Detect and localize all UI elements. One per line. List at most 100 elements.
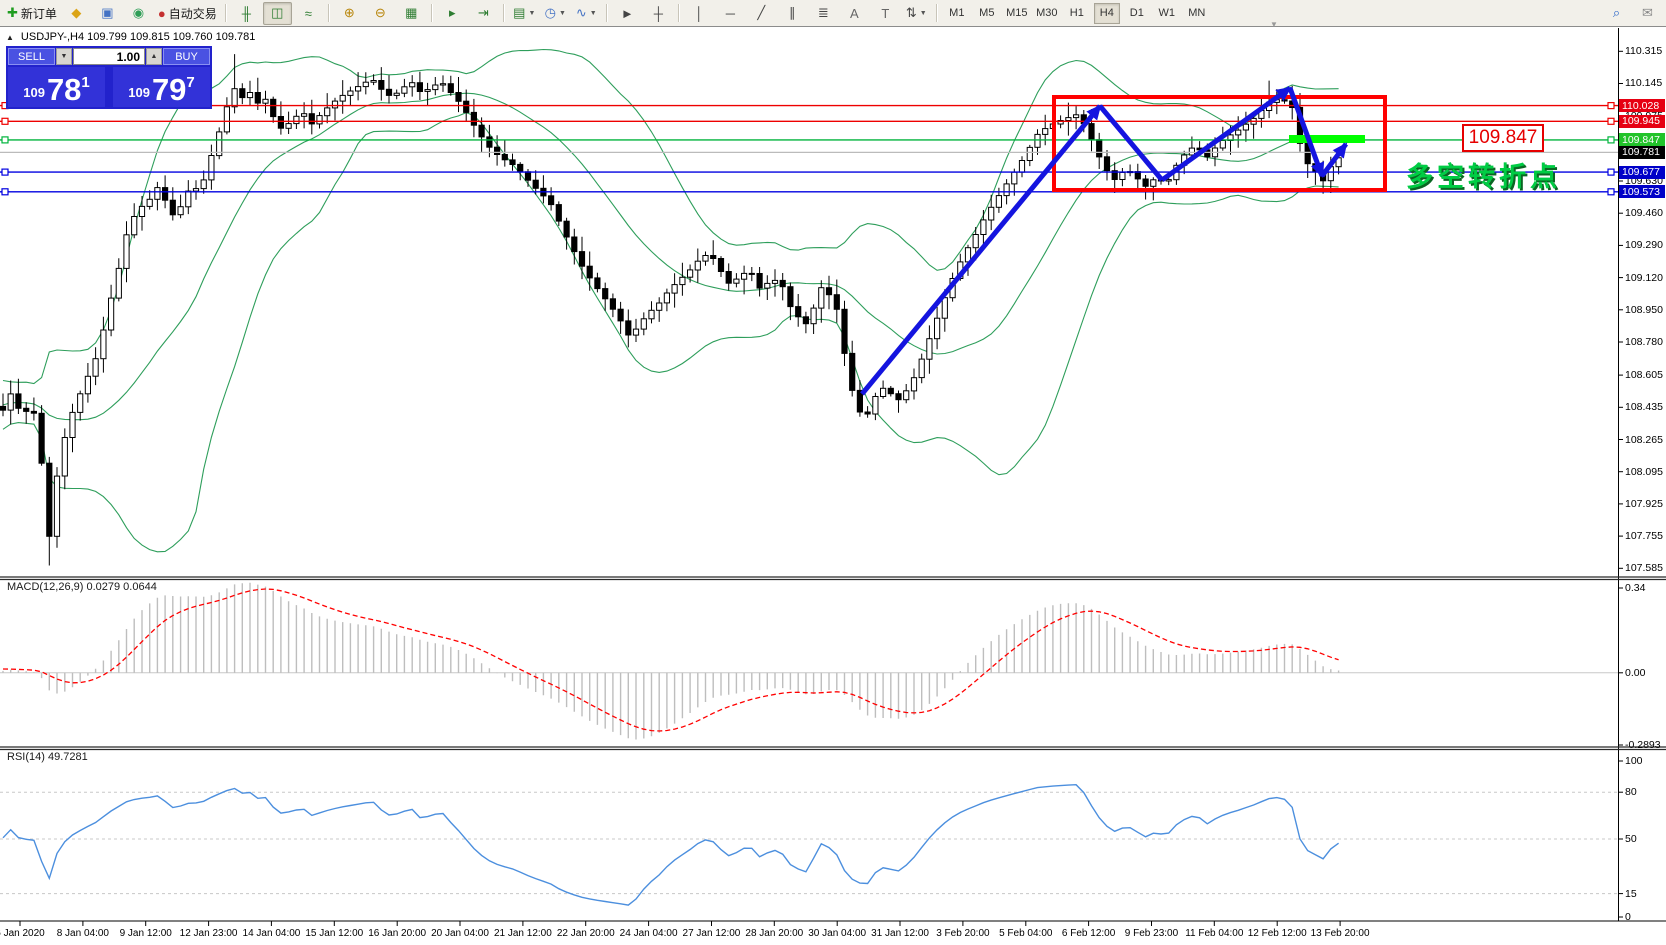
text-label-icon: T [881, 5, 890, 21]
macd-indicator-label: MACD(12,26,9) 0.0279 0.0644 [7, 581, 157, 593]
toolbar-separator [935, 4, 938, 22]
tile-windows-icon: ▦ [405, 5, 418, 20]
profiles-button[interactable]: ◷ ▼ [541, 2, 570, 25]
sell-price-sup: 1 [81, 74, 90, 91]
candlestick-chart-icon: ◫ [271, 5, 284, 20]
line-chart-icon: ≈ [304, 5, 312, 21]
new-order-icon: ✚ [7, 5, 18, 20]
buy-button[interactable]: BUY [163, 48, 210, 65]
one-click-trading-panel: SELL ▼ ▲ BUY 109 78 1 109 79 7 [6, 46, 212, 109]
chart-shift-button[interactable]: ⇥ [469, 2, 498, 25]
new-order-button[interactable]: ✚ 新订单 [4, 2, 60, 25]
chat-icon: ✉ [1642, 5, 1653, 20]
sell-price-prefix: 109 [23, 85, 45, 100]
toolbar-separator [677, 4, 680, 22]
new-order-button-label: 新订单 [20, 6, 57, 21]
toolbar-separator [605, 4, 608, 22]
horizontal-line-icon: ─ [725, 5, 735, 21]
price-callout-label[interactable]: 109.847 [1462, 124, 1544, 152]
symbol-ohlc-text: USDJPY-,H4 109.799 109.815 109.760 109.7… [20, 31, 256, 43]
timeframe-m30-button[interactable]: M30 [1036, 7, 1058, 19]
equidistant-channel-button[interactable]: ∥ [778, 2, 807, 25]
toolbar-separator [502, 4, 505, 22]
new-chart-icon: ▤ [513, 5, 526, 20]
timeframe-m5-button[interactable]: M5 [979, 7, 995, 19]
terminal-icon: ▣ [101, 5, 114, 20]
new-chart-button[interactable]: ▤ ▼ [510, 2, 539, 25]
tile-windows-button[interactable]: ▦ [397, 2, 426, 25]
terminal-button[interactable]: ▣ [93, 2, 122, 25]
chart-shift-icon: ⇥ [477, 5, 489, 20]
auto-scroll-icon: ▸ [449, 5, 456, 20]
chat-button[interactable]: ✉ [1633, 2, 1662, 25]
horizontal-line-button[interactable]: ─ [716, 2, 745, 25]
vertical-line-icon: │ [695, 5, 704, 21]
buy-price-sup: 7 [186, 74, 195, 91]
timeframe-d1-button[interactable]: D1 [1129, 7, 1144, 19]
buy-price-prefix: 109 [128, 85, 150, 100]
trendline-icon: ╱ [757, 5, 766, 20]
volume-decrease-button[interactable]: ▼ [56, 48, 72, 65]
search-icon: ⌕ [1612, 5, 1621, 20]
autotrading-button[interactable]: ● 自动交易 [155, 2, 220, 25]
sell-price-big: 78 [46, 72, 82, 107]
cursor-icon: ► [620, 5, 634, 21]
zoom-out-button[interactable]: ⊖ [366, 2, 395, 25]
timeframe-mn-button[interactable]: MN [1188, 7, 1206, 19]
chevron-down-icon: ▼ [528, 9, 536, 17]
rsi-indicator-label: RSI(14) 49.7281 [7, 751, 88, 763]
timeframe-h4-button[interactable]: H4 [1093, 2, 1120, 24]
autotrading-icon: ● [157, 5, 166, 21]
vertical-line-button[interactable]: │ [685, 2, 714, 25]
sell-price-button[interactable]: 109 78 1 [8, 67, 105, 107]
collapse-panel-icon[interactable]: ▲ [6, 32, 14, 42]
crosshair-button[interactable]: ┼ [644, 2, 673, 25]
toolbar: ✚ 新订单 ◆ ▣ ◉ ● 自动交易 ╫ ◫ ≈ ⊕ ⊖ ▦ ▸ ⇥ ▤ ▼ ◷ ▼ ∿ ▼ ► ┼ │ ─ ╱ ∥ ≣ A T ⇅ ▼ M1 M… [0, 0, 1666, 27]
timeframe-w1-button[interactable]: W1 [1158, 7, 1176, 19]
zoom-in-button[interactable]: ⊕ [335, 2, 364, 25]
trendline-button[interactable]: ╱ [747, 2, 776, 25]
line-chart-button[interactable]: ≈ [294, 2, 323, 25]
volume-increase-button[interactable]: ▲ [146, 48, 162, 65]
candlestick-chart-button[interactable]: ◫ [262, 1, 292, 25]
crosshair-icon: ┼ [653, 5, 663, 21]
timeframe-h1-button[interactable]: H1 [1069, 7, 1084, 19]
autotrading-button-label: 自动交易 [168, 6, 217, 21]
profiles-icon: ◷ [544, 5, 556, 20]
arrows-button[interactable]: ⇅ ▼ [902, 2, 931, 25]
text-icon: A [849, 5, 859, 21]
toolbar-separator [224, 4, 227, 22]
arrows-icon: ⇅ [905, 5, 917, 20]
bars-chart-button[interactable]: ╫ [232, 2, 261, 25]
chevron-down-icon: ▼ [589, 9, 597, 17]
cursor-button[interactable]: ► [613, 2, 642, 25]
toolbar-separator [430, 4, 433, 22]
fibonacci-icon: ≣ [817, 5, 829, 20]
metaeditor-button[interactable]: ◆ [62, 2, 91, 25]
buy-price-button[interactable]: 109 79 7 [113, 67, 210, 107]
text-button[interactable]: A [840, 2, 869, 25]
metaeditor-icon: ◆ [71, 5, 82, 20]
toolbar-separator [327, 4, 330, 22]
signals-button[interactable]: ◉ [124, 2, 153, 25]
window-splitter-icon[interactable]: ▼ [1270, 20, 1278, 29]
timeframe-m15-button[interactable]: M15 [1006, 7, 1028, 19]
timeframe-m1-button[interactable]: M1 [949, 7, 965, 19]
equidistant-channel-icon: ∥ [789, 5, 796, 20]
text-label-button[interactable]: T [871, 2, 900, 25]
chevron-down-icon: ▼ [559, 9, 566, 17]
fibonacci-button[interactable]: ≣ [809, 2, 838, 25]
volume-input[interactable] [73, 48, 145, 65]
chevron-down-icon: ▼ [919, 9, 927, 17]
signals-icon: ◉ [132, 5, 145, 20]
chart-ohlc-header: ▲ USDJPY-,H4 109.799 109.815 109.760 109… [6, 31, 255, 43]
auto-scroll-button[interactable]: ▸ [438, 2, 467, 25]
indicators-list-button[interactable]: ∿ ▼ [572, 2, 601, 25]
indicators-list-icon: ∿ [575, 5, 587, 20]
buy-price-big: 79 [151, 72, 187, 107]
sell-button[interactable]: SELL [8, 48, 55, 65]
bars-chart-icon: ╫ [241, 5, 251, 21]
zoom-out-icon: ⊖ [374, 5, 386, 20]
search-button[interactable]: ⌕ [1602, 2, 1631, 25]
